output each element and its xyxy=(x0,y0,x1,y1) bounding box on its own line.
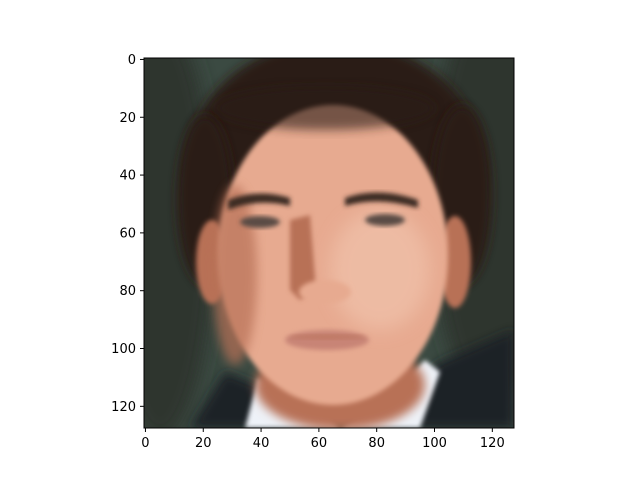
right-eye xyxy=(365,214,405,226)
y-tick-label: 80 xyxy=(119,284,136,299)
y-tick-label: 0 xyxy=(128,53,136,68)
x-tick-label: 40 xyxy=(253,436,270,451)
x-tick-label: 20 xyxy=(195,436,212,451)
face-portrait xyxy=(144,58,514,428)
cheek-highlight xyxy=(330,210,430,330)
x-tick-label: 0 xyxy=(141,436,149,451)
left-eyebrow xyxy=(228,193,290,210)
y-tick-label: 20 xyxy=(119,111,136,126)
x-axis: 0 20 40 60 80 100 120 xyxy=(141,428,505,451)
axes-frame xyxy=(143,57,515,429)
y-tick-label: 100 xyxy=(111,342,136,357)
nose-shadow xyxy=(290,215,316,300)
y-tick-label: 60 xyxy=(119,226,136,241)
hairline xyxy=(215,86,435,130)
face-image xyxy=(144,58,514,428)
right-eyebrow xyxy=(345,192,418,208)
face-shadow xyxy=(213,185,257,365)
nose-tip xyxy=(299,280,351,304)
lips xyxy=(285,330,369,350)
y-tick-label: 120 xyxy=(111,400,136,415)
mouth-line xyxy=(289,334,365,340)
y-axis: 0 20 40 60 80 100 120 xyxy=(111,53,144,415)
x-tick-label: 100 xyxy=(422,436,447,451)
x-tick-label: 80 xyxy=(368,436,385,451)
y-tick-label: 40 xyxy=(119,169,136,184)
left-eye xyxy=(240,216,280,228)
x-tick-label: 120 xyxy=(480,436,505,451)
x-tick-label: 60 xyxy=(311,436,328,451)
